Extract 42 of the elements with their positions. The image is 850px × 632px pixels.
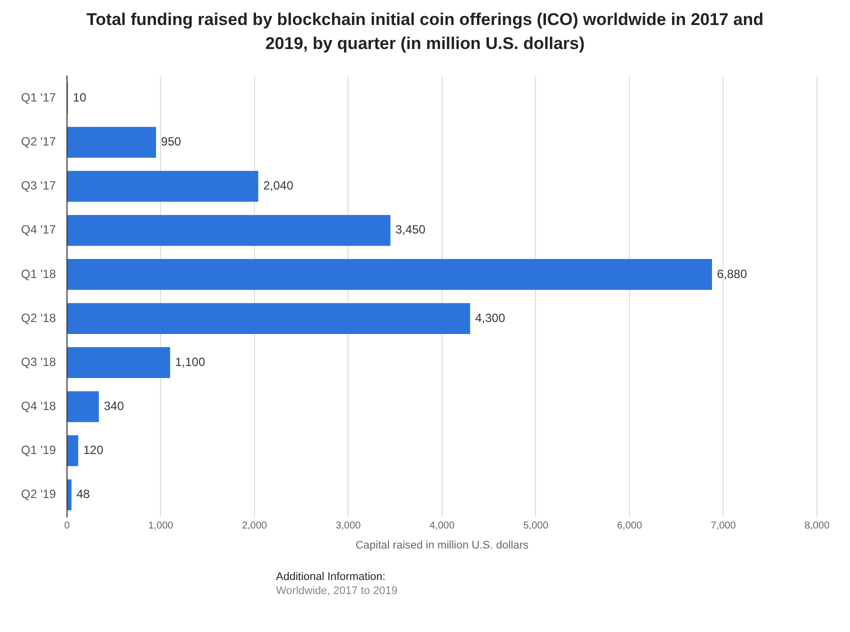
y-tick-label: Q2 '17 — [20, 134, 56, 149]
y-tick-label: Q2 '19 — [20, 487, 56, 502]
data-label: 120 — [83, 443, 104, 458]
y-tick-label: Q1 '19 — [20, 443, 56, 458]
x-tick-label: 1,000 — [148, 520, 174, 532]
data-label: 3,450 — [395, 222, 426, 237]
y-tick-label: Q2 '18 — [20, 310, 56, 325]
x-tick-label: 5,000 — [523, 520, 549, 532]
data-label: 340 — [104, 398, 124, 413]
y-tick-label: Q1 '17 — [20, 90, 56, 105]
data-label: 1,100 — [175, 354, 206, 369]
bar — [67, 303, 470, 334]
x-tick-label: 2,000 — [242, 520, 268, 532]
data-label: 6,880 — [716, 266, 748, 281]
x-tick-label: 8,000 — [804, 520, 830, 532]
bar — [67, 126, 156, 158]
bar — [67, 435, 78, 466]
bar — [67, 170, 258, 202]
data-label: 4,300 — [475, 310, 506, 325]
data-label: 10 — [72, 90, 87, 105]
text: Additional Information: — [276, 570, 386, 584]
y-tick-label: Q4 '17 — [20, 222, 56, 237]
data-label: 2,040 — [263, 178, 294, 193]
y-tick-label: Q3 '18 — [20, 354, 56, 369]
data-label: 950 — [161, 134, 182, 149]
y-tick-label: Q1 '18 — [20, 266, 56, 281]
text: Worldwide, 2017 to 2019 — [276, 584, 398, 598]
y-tick-label: Q4 '18 — [20, 398, 56, 413]
y-tick-label: Q3 '17 — [20, 178, 56, 193]
bar — [67, 391, 99, 422]
chart-title: Total funding raised by blockchain initial coin offerings (ICO) worldwide in 2017 and 2019, by quarter (in million U.S. dollars) — [86, 9, 764, 55]
x-tick-label: 4,000 — [429, 520, 455, 532]
data-label: 48 — [76, 487, 90, 502]
bar — [67, 259, 712, 290]
bar — [67, 214, 390, 246]
x-tick-label: 0 — [64, 520, 70, 532]
x-axis-title: Capital raised in million U.S. dollars — [355, 539, 529, 552]
x-tick-label: 7,000 — [710, 520, 736, 532]
x-tick-label: 3,000 — [336, 520, 362, 532]
x-tick-label: 6,000 — [616, 520, 642, 532]
bar — [67, 347, 170, 378]
bar — [67, 479, 72, 510]
